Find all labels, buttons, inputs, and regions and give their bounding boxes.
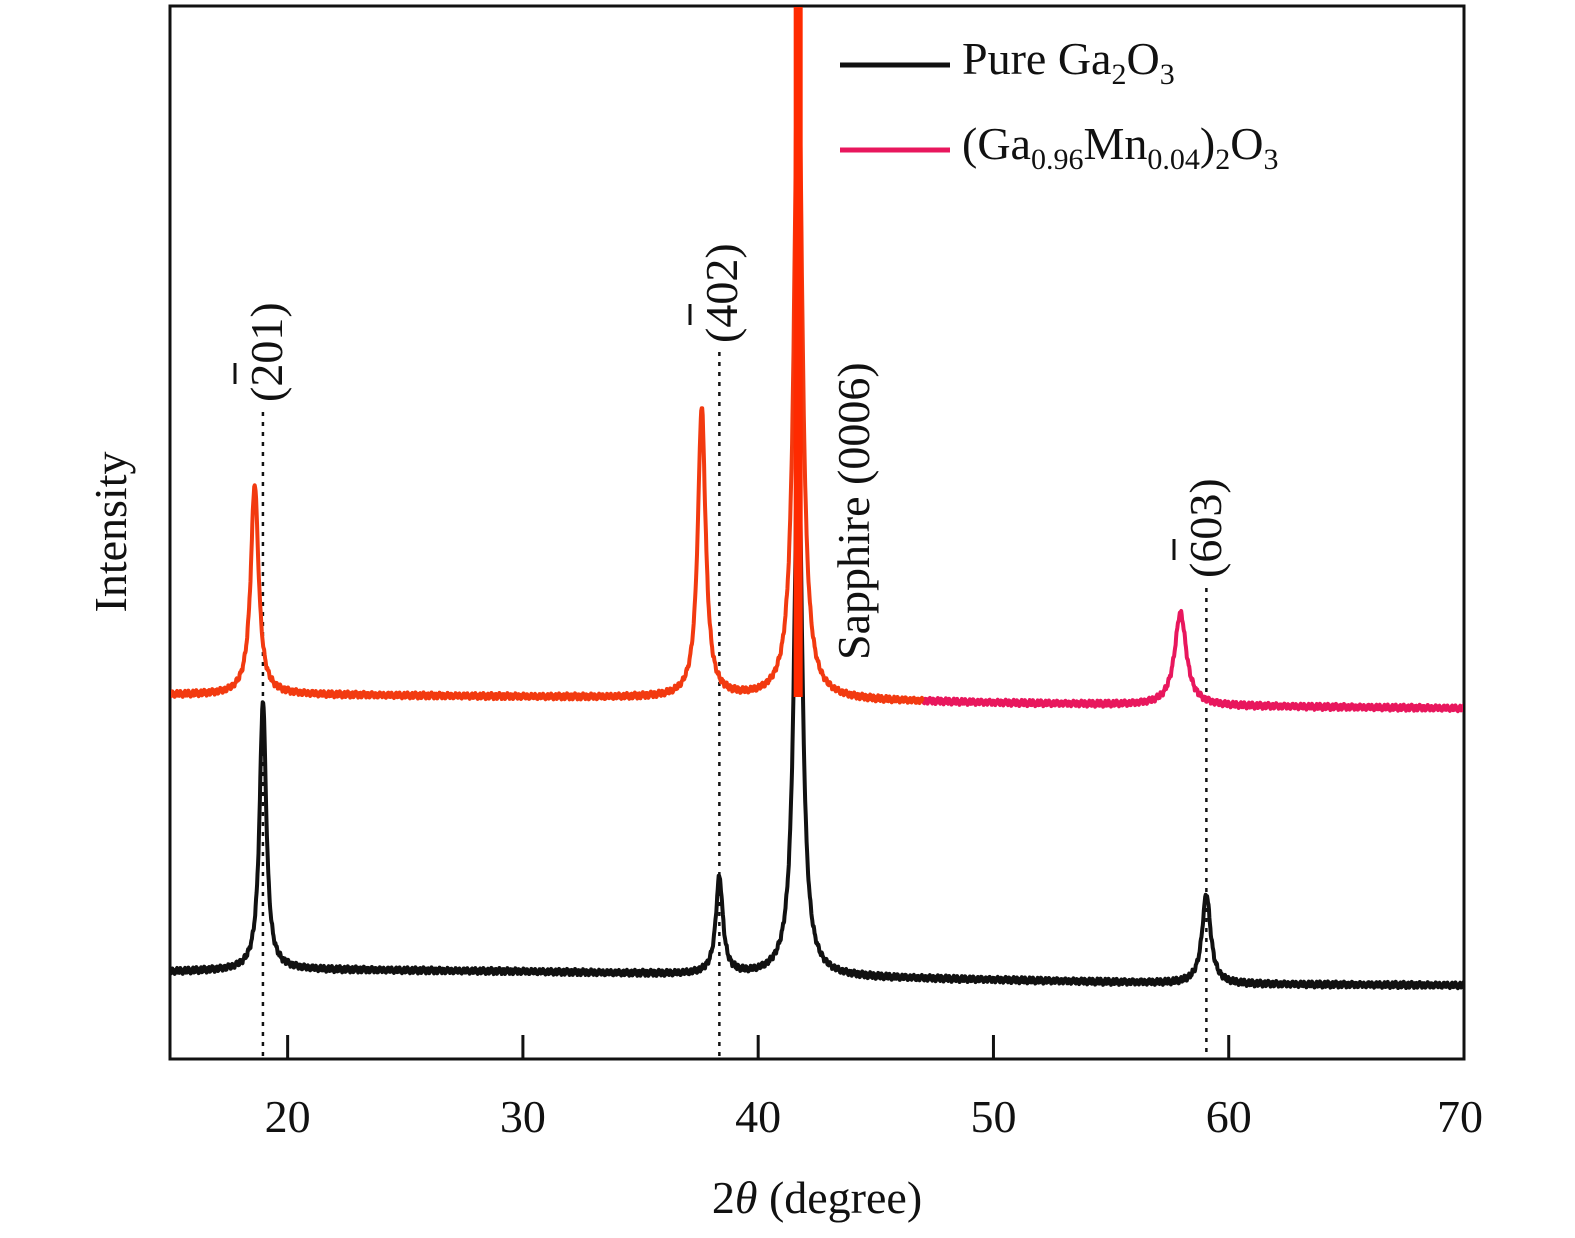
- svg-text:(603): (603): [1180, 478, 1231, 578]
- x-tick-label-30: 30: [500, 1091, 546, 1142]
- x-tick-label-70: 70: [1437, 1091, 1483, 1142]
- legend-label-mn-doped: (Ga0.96Mn0.04)2O3: [962, 118, 1278, 176]
- peak-label-201: (201): [233, 302, 292, 402]
- series-line-mn-doped: [921, 609, 1463, 714]
- substrate-spike: [793, 7, 803, 697]
- x-tick-label-40: 40: [735, 1091, 781, 1142]
- x-tick-label-50: 50: [970, 1091, 1016, 1142]
- x-ticks: 20 30 40 50 60 70: [265, 1035, 1483, 1142]
- x-axis-label: 2θ (degree): [712, 1172, 922, 1223]
- peak-label-sapphire: Sapphire (0006): [828, 362, 879, 660]
- x-tick-label-20: 20: [265, 1091, 311, 1142]
- svg-text:(201): (201): [241, 302, 292, 402]
- legend: Pure Ga2O3 (Ga0.96Mn0.04)2O3: [840, 33, 1278, 176]
- peak-label-603: (603): [1172, 478, 1231, 578]
- series-line-pure: [171, 404, 1463, 991]
- x-tick-label-60: 60: [1206, 1091, 1252, 1142]
- plot-frame: [168, 4, 1466, 1061]
- peak-label-402: (402): [688, 243, 747, 343]
- legend-label-pure: Pure Ga2O3: [962, 33, 1175, 91]
- y-axis-label: Intensity: [85, 452, 136, 613]
- svg-text:(402): (402): [696, 243, 747, 343]
